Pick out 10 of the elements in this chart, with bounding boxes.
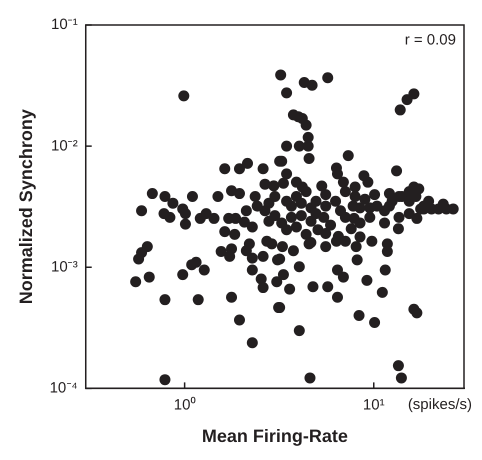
x-axis-title: Mean Firing-Rate bbox=[202, 426, 348, 446]
y-tick-label: 10⁻² bbox=[51, 137, 78, 154]
annotation: r = 0.09 bbox=[404, 32, 456, 49]
y-tick-label: 10⁻⁴ bbox=[50, 380, 78, 397]
x-tick-label: 10¹ bbox=[362, 396, 385, 414]
y-tick-label: 10⁻¹ bbox=[51, 16, 78, 34]
x-tick-label: 10⁰ bbox=[174, 396, 196, 414]
text: (spikes/s) bbox=[408, 396, 472, 414]
y-tick-label: 10⁻³ bbox=[51, 258, 78, 276]
y-axis-title: Normalized Synchrony bbox=[16, 109, 36, 304]
